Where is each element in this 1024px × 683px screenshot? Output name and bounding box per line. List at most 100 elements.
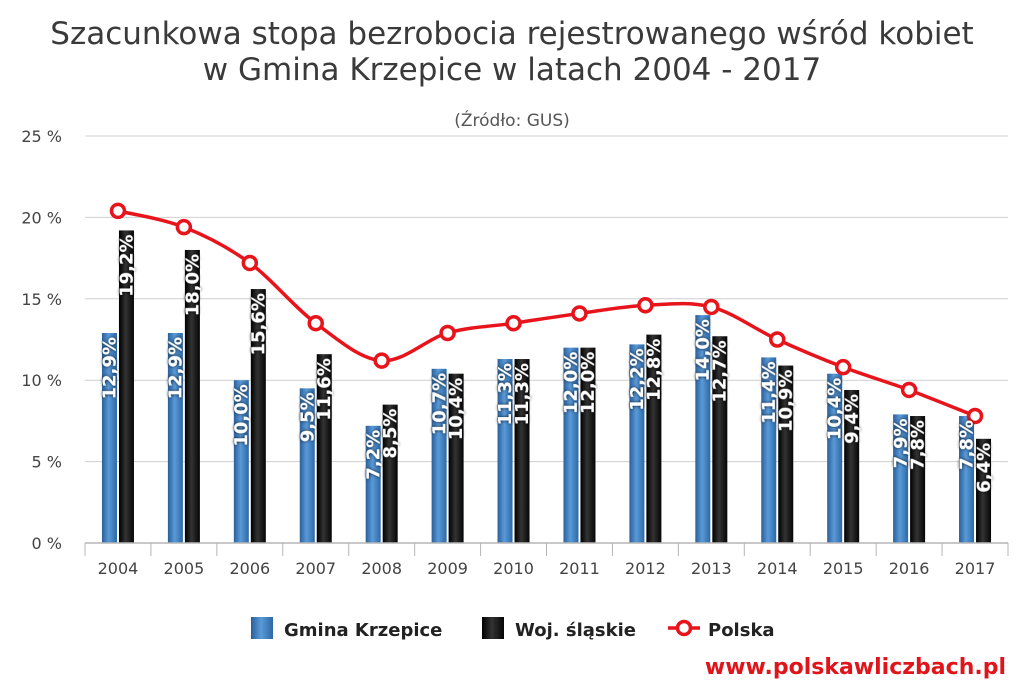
bar-woj-slaskie (976, 438, 992, 543)
bar-label-woj-slaskie: 11,6% (314, 358, 335, 420)
chart-subtitle: (Źródło: GUS) (454, 109, 570, 131)
x-axis: 2004 2005 2006 2007 2008 2009 2010 2011 2012 2013… (84, 542, 1009, 578)
polska-point (439, 324, 456, 342)
y-axis-ticks: 0 % 5 % 10 % 15 % 20 % 25 % (21, 127, 62, 553)
bar-woj-slaskie (910, 416, 926, 543)
x-tick-label: 2016 (889, 559, 930, 578)
polska-point (373, 352, 390, 369)
bar-woj-slaskie (118, 230, 134, 543)
polska-point (109, 202, 127, 220)
bar-woj-slaskie (580, 347, 596, 543)
bar-woj-slaskie (250, 289, 266, 543)
legend-swatch-gmina (251, 617, 273, 639)
polska-point (571, 305, 588, 322)
bar-label-woj-slaskie: 10,4% (446, 378, 467, 440)
polska-point (966, 407, 984, 425)
chart-title-line-1: Szacunkowa stopa bezrobocia rejestrowane… (50, 16, 973, 52)
polska-point (175, 218, 193, 236)
bar-label-woj-slaskie: 11,3% (512, 363, 533, 425)
bar-gmina-krzepice (563, 347, 579, 543)
bar-gmina-krzepice (695, 315, 711, 543)
x-tick-label: 2004 (98, 559, 139, 578)
x-tick-label: 2010 (493, 559, 534, 578)
legend-label-slaskie: Woj. śląskie (515, 620, 636, 641)
y-tick-label: 20 % (21, 208, 62, 227)
bar-label-gmina-krzepice: 12,9% (99, 337, 120, 399)
legend: Gmina Krzepice Woj. śląskie Polska (251, 617, 775, 641)
polska-point (637, 297, 654, 314)
grid (85, 135, 1008, 463)
bar-gmina-krzepice (893, 414, 909, 543)
bar-label-woj-slaskie: 12,0% (578, 352, 599, 414)
bar-label-gmina-krzepice: 12,0% (561, 352, 582, 414)
legend-label-polska: Polska (708, 620, 775, 641)
polska-point (307, 314, 324, 332)
polska-point (769, 331, 786, 348)
bar-labels: 12,9% 19,2% 12,9% 18,0% 10,0% 15,6% 9,5%11,6% 7… (99, 234, 994, 492)
bar-woj-slaskie (382, 404, 398, 543)
bar-label-woj-slaskie: 19,2% (116, 234, 137, 296)
x-tick-label: 2007 (295, 559, 336, 578)
bar-gmina-krzepice (761, 357, 777, 543)
polska-point (900, 381, 918, 399)
polska-point (703, 298, 720, 316)
bar-label-woj-slaskie: 12,8% (644, 339, 665, 401)
bar-woj-slaskie (712, 336, 728, 543)
x-tick-label: 2015 (823, 559, 864, 578)
bar-label-woj-slaskie: 10,9% (776, 370, 797, 432)
bar-gmina-krzepice (101, 332, 117, 543)
bar-gmina-krzepice (431, 368, 447, 543)
bar-woj-slaskie (646, 334, 662, 543)
bar-label-gmina-krzepice: 11,3% (495, 363, 516, 425)
x-tick-label: 2009 (427, 559, 468, 578)
bar-label-gmina-krzepice: 7,2% (363, 430, 384, 480)
watermark: www.polskawliczbach.pl (705, 655, 1006, 680)
bar-label-gmina-krzepice: 7,9% (891, 418, 912, 468)
bar-gmina-krzepice (233, 380, 249, 543)
bar-label-gmina-krzepice: 12,2% (627, 348, 648, 410)
x-tick-label: 2017 (955, 559, 996, 578)
bar-label-woj-slaskie: 15,6% (248, 293, 269, 355)
x-tick-label: 2006 (229, 559, 270, 578)
y-tick-label: 10 % (21, 371, 62, 390)
bar-gmina-krzepice (629, 344, 645, 543)
y-tick-label: 0 % (32, 534, 62, 553)
bars (101, 230, 992, 543)
x-tick-label: 2008 (361, 559, 402, 578)
bar-label-gmina-krzepice: 12,9% (165, 337, 186, 399)
bar-label-gmina-krzepice: 10,4% (825, 378, 846, 440)
bar-woj-slaskie (316, 354, 332, 543)
bar-gmina-krzepice (827, 373, 843, 543)
polska-point (834, 358, 852, 376)
bar-gmina-krzepice (497, 359, 513, 543)
y-tick-label: 5 % (32, 453, 62, 472)
bar-gmina-krzepice (365, 425, 381, 543)
bar-woj-slaskie (448, 373, 464, 543)
bar-label-gmina-krzepice: 9,5% (297, 392, 318, 442)
bar-woj-slaskie (184, 249, 200, 543)
bar-label-woj-slaskie: 9,4% (842, 394, 863, 444)
bar-woj-slaskie (514, 359, 530, 543)
y-tick-label: 25 % (21, 127, 62, 146)
bar-label-woj-slaskie: 7,8% (908, 420, 929, 470)
x-tick-label: 2014 (757, 559, 798, 578)
bar-gmina-krzepice (959, 416, 975, 543)
x-tick-label: 2012 (625, 559, 666, 578)
bar-gmina-krzepice (167, 332, 183, 543)
bar-label-woj-slaskie: 18,0% (182, 254, 203, 316)
bar-label-gmina-krzepice: 11,4% (759, 361, 780, 423)
bar-label-woj-slaskie: 8,5% (380, 409, 401, 459)
bar-woj-slaskie (844, 389, 860, 543)
polska-point (241, 254, 259, 272)
x-tick-label: 2011 (559, 559, 600, 578)
legend-marker-polska (675, 619, 693, 637)
y-tick-label: 15 % (21, 290, 62, 309)
bar-label-woj-slaskie: 12,7% (710, 340, 731, 402)
bar-gmina-krzepice (299, 388, 315, 543)
chart-title-line-2: w Gmina Krzepice w latach 2004 - 2017 (203, 52, 821, 88)
polska-point (505, 314, 522, 332)
bar-label-gmina-krzepice: 10,7% (429, 373, 450, 435)
bar-label-gmina-krzepice: 7,8% (957, 420, 978, 470)
x-tick-label: 2005 (164, 559, 205, 578)
